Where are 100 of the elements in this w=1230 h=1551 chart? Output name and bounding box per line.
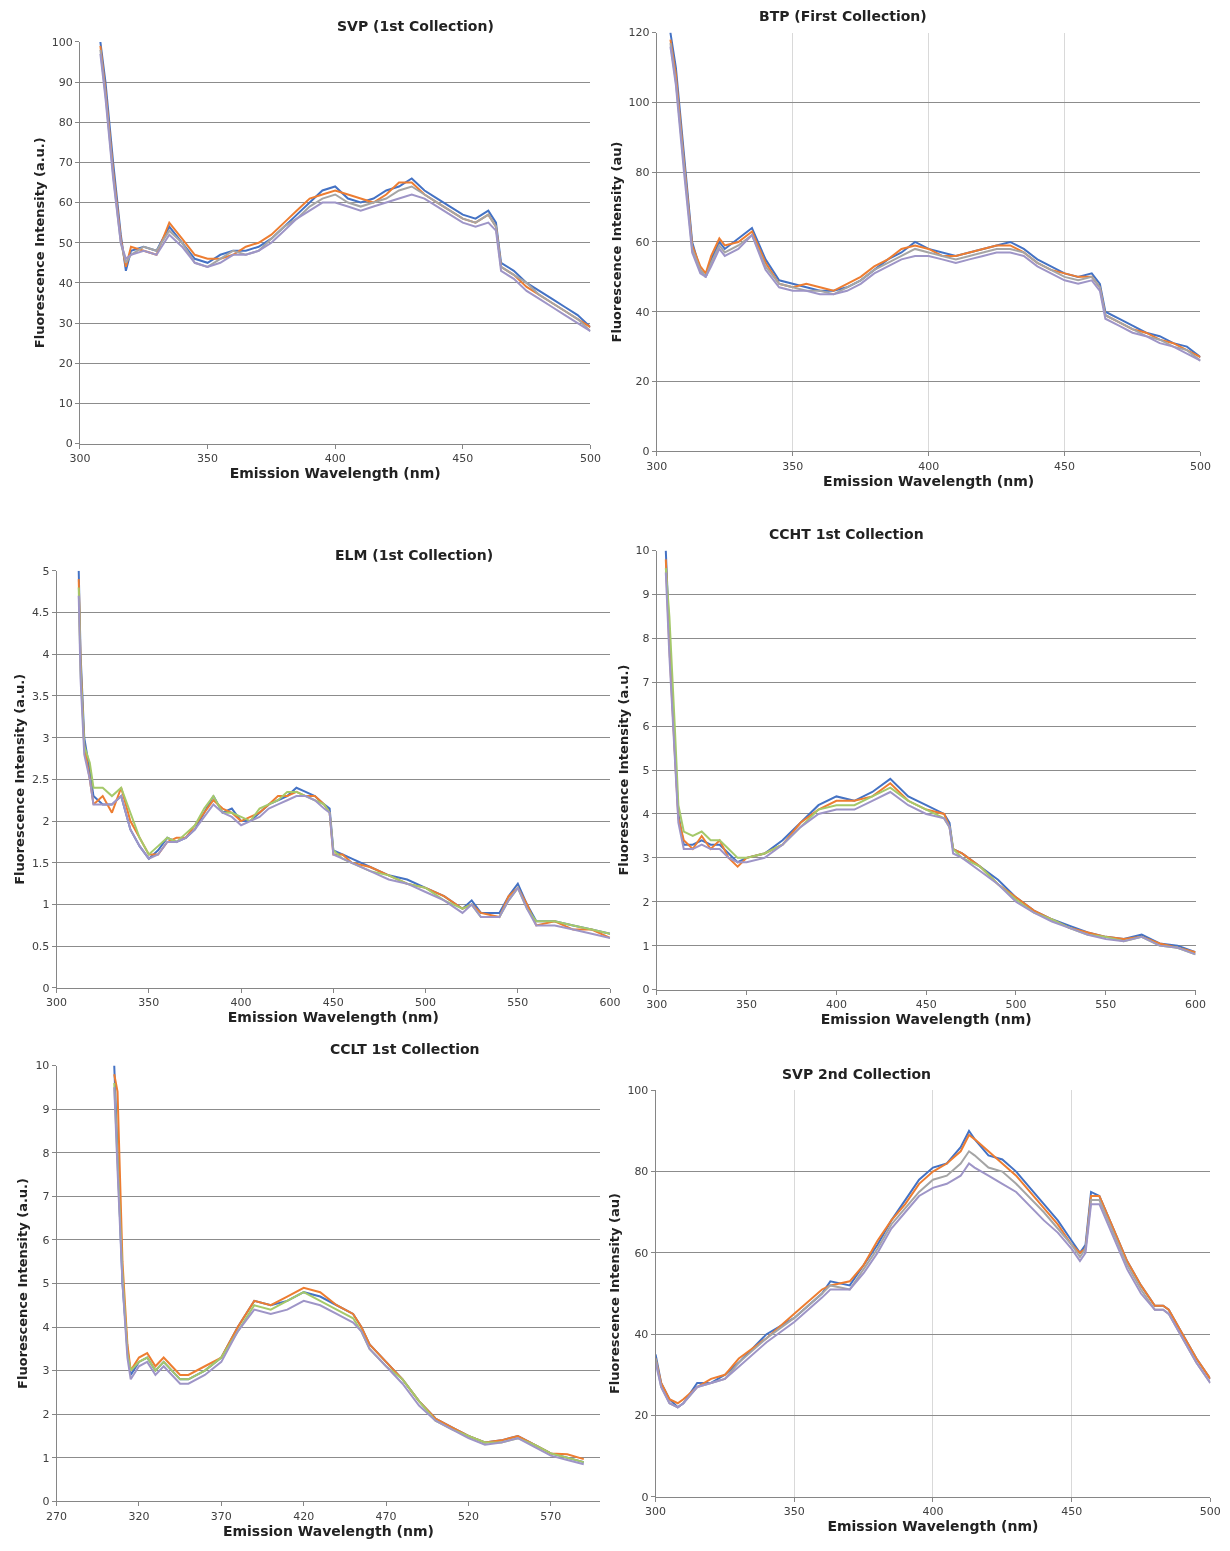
y-tick-label: 40 — [58, 276, 73, 290]
y-tick-label: 1.5 — [31, 856, 50, 870]
y-tick-label: 1 — [642, 939, 650, 953]
y-tick-label: 2 — [42, 814, 50, 828]
y-tick-label: 0 — [42, 981, 50, 995]
y-tick-label: 7 — [642, 676, 650, 690]
y-axis-title: Fluorescence Intensity (au) — [607, 1193, 623, 1395]
x-tick-label: 400 — [230, 996, 252, 1010]
y-tick-label: 8 — [42, 1146, 50, 1160]
y-tick-label: 60 — [58, 196, 73, 210]
y-tick-label: 2.5 — [31, 773, 50, 787]
y-tick-label: 10 — [635, 544, 650, 558]
x-tick-label: 450 — [1061, 1504, 1083, 1518]
y-tick-label: 0.5 — [31, 940, 50, 954]
chart-title: BTP (First Collection) — [759, 8, 927, 24]
y-axis-title: Fluorescence Intensity (a.u.) — [31, 137, 47, 349]
y-tick-label: 4 — [42, 1320, 50, 1334]
x-tick-label: 350 — [783, 1504, 805, 1518]
x-tick-label: 500 — [415, 996, 437, 1010]
x-tick-label: 420 — [293, 1509, 315, 1523]
x-tick-label: 300 — [46, 996, 68, 1010]
chart-title: SVP 2nd Collection — [782, 1066, 932, 1082]
y-tick-label: 1 — [42, 1451, 50, 1465]
x-tick-label: 400 — [324, 451, 346, 465]
x-tick-label: 450 — [322, 996, 344, 1010]
x-axis-title: Emission Wavelength (nm) — [820, 1011, 1032, 1028]
y-tick-label: 50 — [58, 236, 73, 250]
y-axis-title: Fluorescence Intensity (a.u.) — [11, 673, 27, 885]
x-tick-label: 470 — [375, 1509, 397, 1523]
x-tick-label: 520 — [457, 1509, 479, 1523]
y-tick-label: 8 — [642, 632, 650, 646]
y-axis-title: Fluorescence Intensity (a.u.) — [15, 1178, 31, 1389]
y-tick-label: 10 — [58, 397, 73, 411]
x-tick-label: 300 — [69, 451, 91, 465]
y-tick-label: 0 — [642, 445, 650, 459]
x-axis-title: Emission Wavelength (nm) — [222, 1522, 434, 1539]
x-tick-label: 350 — [782, 459, 804, 473]
x-tick-label: 600 — [599, 996, 621, 1010]
x-tick-label: 370 — [210, 1509, 232, 1523]
y-tick-label: 100 — [628, 96, 650, 110]
y-tick-label: 4 — [42, 648, 50, 662]
y-tick-label: 2 — [42, 1408, 50, 1422]
y-tick-label: 7 — [42, 1190, 50, 1204]
y-tick-label: 4 — [642, 807, 650, 821]
x-tick-label: 320 — [128, 1509, 150, 1523]
y-tick-label: 20 — [635, 375, 650, 389]
y-tick-label: 3.5 — [31, 689, 50, 703]
y-tick-label: 60 — [635, 235, 650, 249]
x-tick-label: 400 — [825, 997, 847, 1011]
x-tick-label: 500 — [1199, 1504, 1221, 1518]
chart-title: CCHT 1st Collection — [769, 526, 924, 542]
y-tick-label: 9 — [642, 588, 650, 602]
chart-title: ELM (1st Collection) — [335, 547, 494, 563]
x-tick-label: 300 — [646, 997, 668, 1011]
y-tick-label: 2 — [642, 895, 650, 909]
y-axis-title: Fluorescence Intensity (au) — [608, 141, 624, 343]
y-tick-label: 70 — [58, 156, 73, 170]
y-tick-label: 80 — [634, 1165, 649, 1179]
y-tick-label: 80 — [635, 166, 650, 180]
x-tick-label: 400 — [922, 1504, 944, 1518]
y-tick-label: 5 — [642, 763, 650, 777]
x-axis-title: Emission Wavelength (nm) — [229, 465, 441, 482]
x-tick-label: 400 — [918, 459, 940, 473]
y-tick-label: 6 — [42, 1233, 50, 1247]
x-tick-label: 350 — [197, 451, 219, 465]
y-tick-label: 4.5 — [31, 606, 50, 620]
x-tick-label: 570 — [540, 1509, 562, 1523]
x-tick-label: 500 — [1189, 459, 1211, 473]
x-axis-title: Emission Wavelength (nm) — [827, 1518, 1039, 1535]
y-tick-label: 10 — [35, 1059, 50, 1073]
y-tick-label: 0 — [642, 983, 650, 997]
x-tick-label: 500 — [579, 451, 601, 465]
y-tick-label: 40 — [635, 305, 650, 319]
y-tick-label: 9 — [42, 1102, 50, 1116]
y-tick-label: 1 — [42, 898, 50, 912]
x-axis-title: Emission Wavelength (nm) — [227, 1009, 439, 1026]
x-tick-label: 550 — [507, 996, 529, 1010]
x-axis-title: Emission Wavelength (nm) — [823, 472, 1035, 489]
y-tick-label: 0 — [42, 1495, 50, 1509]
x-tick-label: 500 — [1005, 997, 1027, 1011]
y-tick-label: 120 — [628, 26, 650, 40]
x-tick-label: 300 — [645, 1504, 667, 1518]
x-tick-label: 450 — [915, 997, 937, 1011]
x-tick-label: 600 — [1185, 997, 1207, 1011]
y-tick-label: 6 — [642, 720, 650, 734]
x-tick-label: 300 — [646, 459, 668, 473]
x-tick-label: 550 — [1095, 997, 1117, 1011]
y-tick-label: 60 — [634, 1246, 649, 1260]
y-tick-label: 30 — [58, 316, 73, 330]
x-tick-label: 450 — [452, 451, 474, 465]
x-tick-label: 350 — [736, 997, 758, 1011]
x-tick-label: 350 — [138, 996, 160, 1010]
y-tick-label: 20 — [634, 1409, 649, 1423]
y-tick-label: 20 — [58, 357, 73, 371]
chart-title: CCLT 1st Collection — [330, 1041, 480, 1057]
y-axis-title: Fluorescence Intensity (a.u.) — [615, 664, 631, 876]
chart-title: SVP (1st Collection) — [337, 18, 494, 34]
y-tick-label: 100 — [627, 1084, 649, 1098]
y-tick-label: 3 — [642, 851, 650, 865]
y-tick-label: 80 — [58, 116, 73, 130]
